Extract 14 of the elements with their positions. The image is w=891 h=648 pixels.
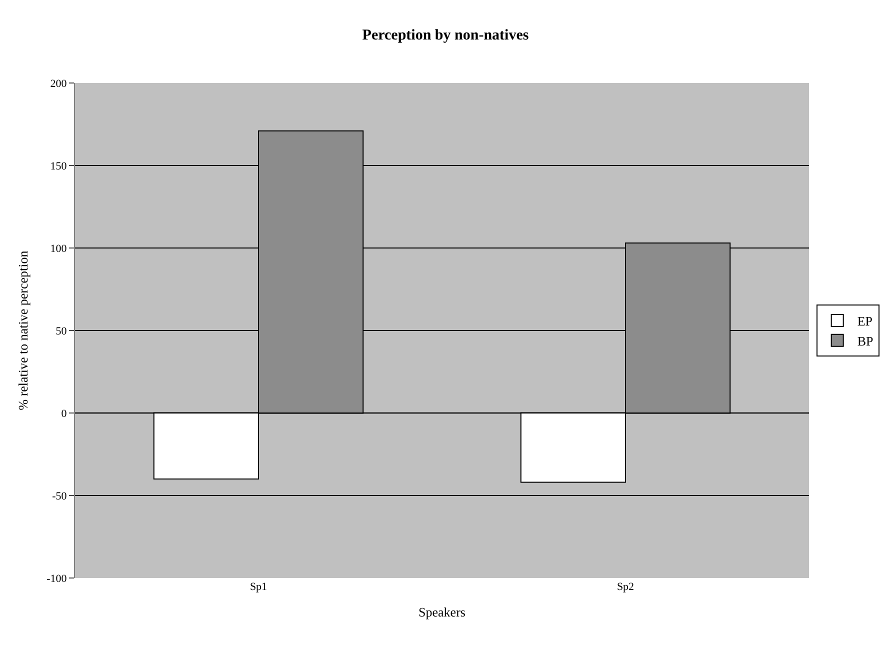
y-tick-label: 200 [50, 78, 68, 90]
y-tick-label: -100 [46, 572, 68, 585]
y-axis-title: % relative to native perception [16, 250, 31, 410]
y-tick-label: 50 [56, 325, 68, 338]
x-tick-label: Sp1 [250, 581, 268, 593]
x-axis-title: Speakers [418, 604, 466, 620]
legend-label: EP [857, 314, 873, 329]
chart-title: Perception by non-natives [362, 28, 529, 44]
y-tick-label: 100 [50, 242, 68, 255]
legend-label: BP [857, 333, 874, 348]
y-tick-label: 0 [61, 408, 68, 420]
y-tick-label: 150 [50, 160, 68, 172]
y-tick-label: -50 [52, 490, 68, 502]
x-tick-label: Sp2 [616, 581, 634, 593]
